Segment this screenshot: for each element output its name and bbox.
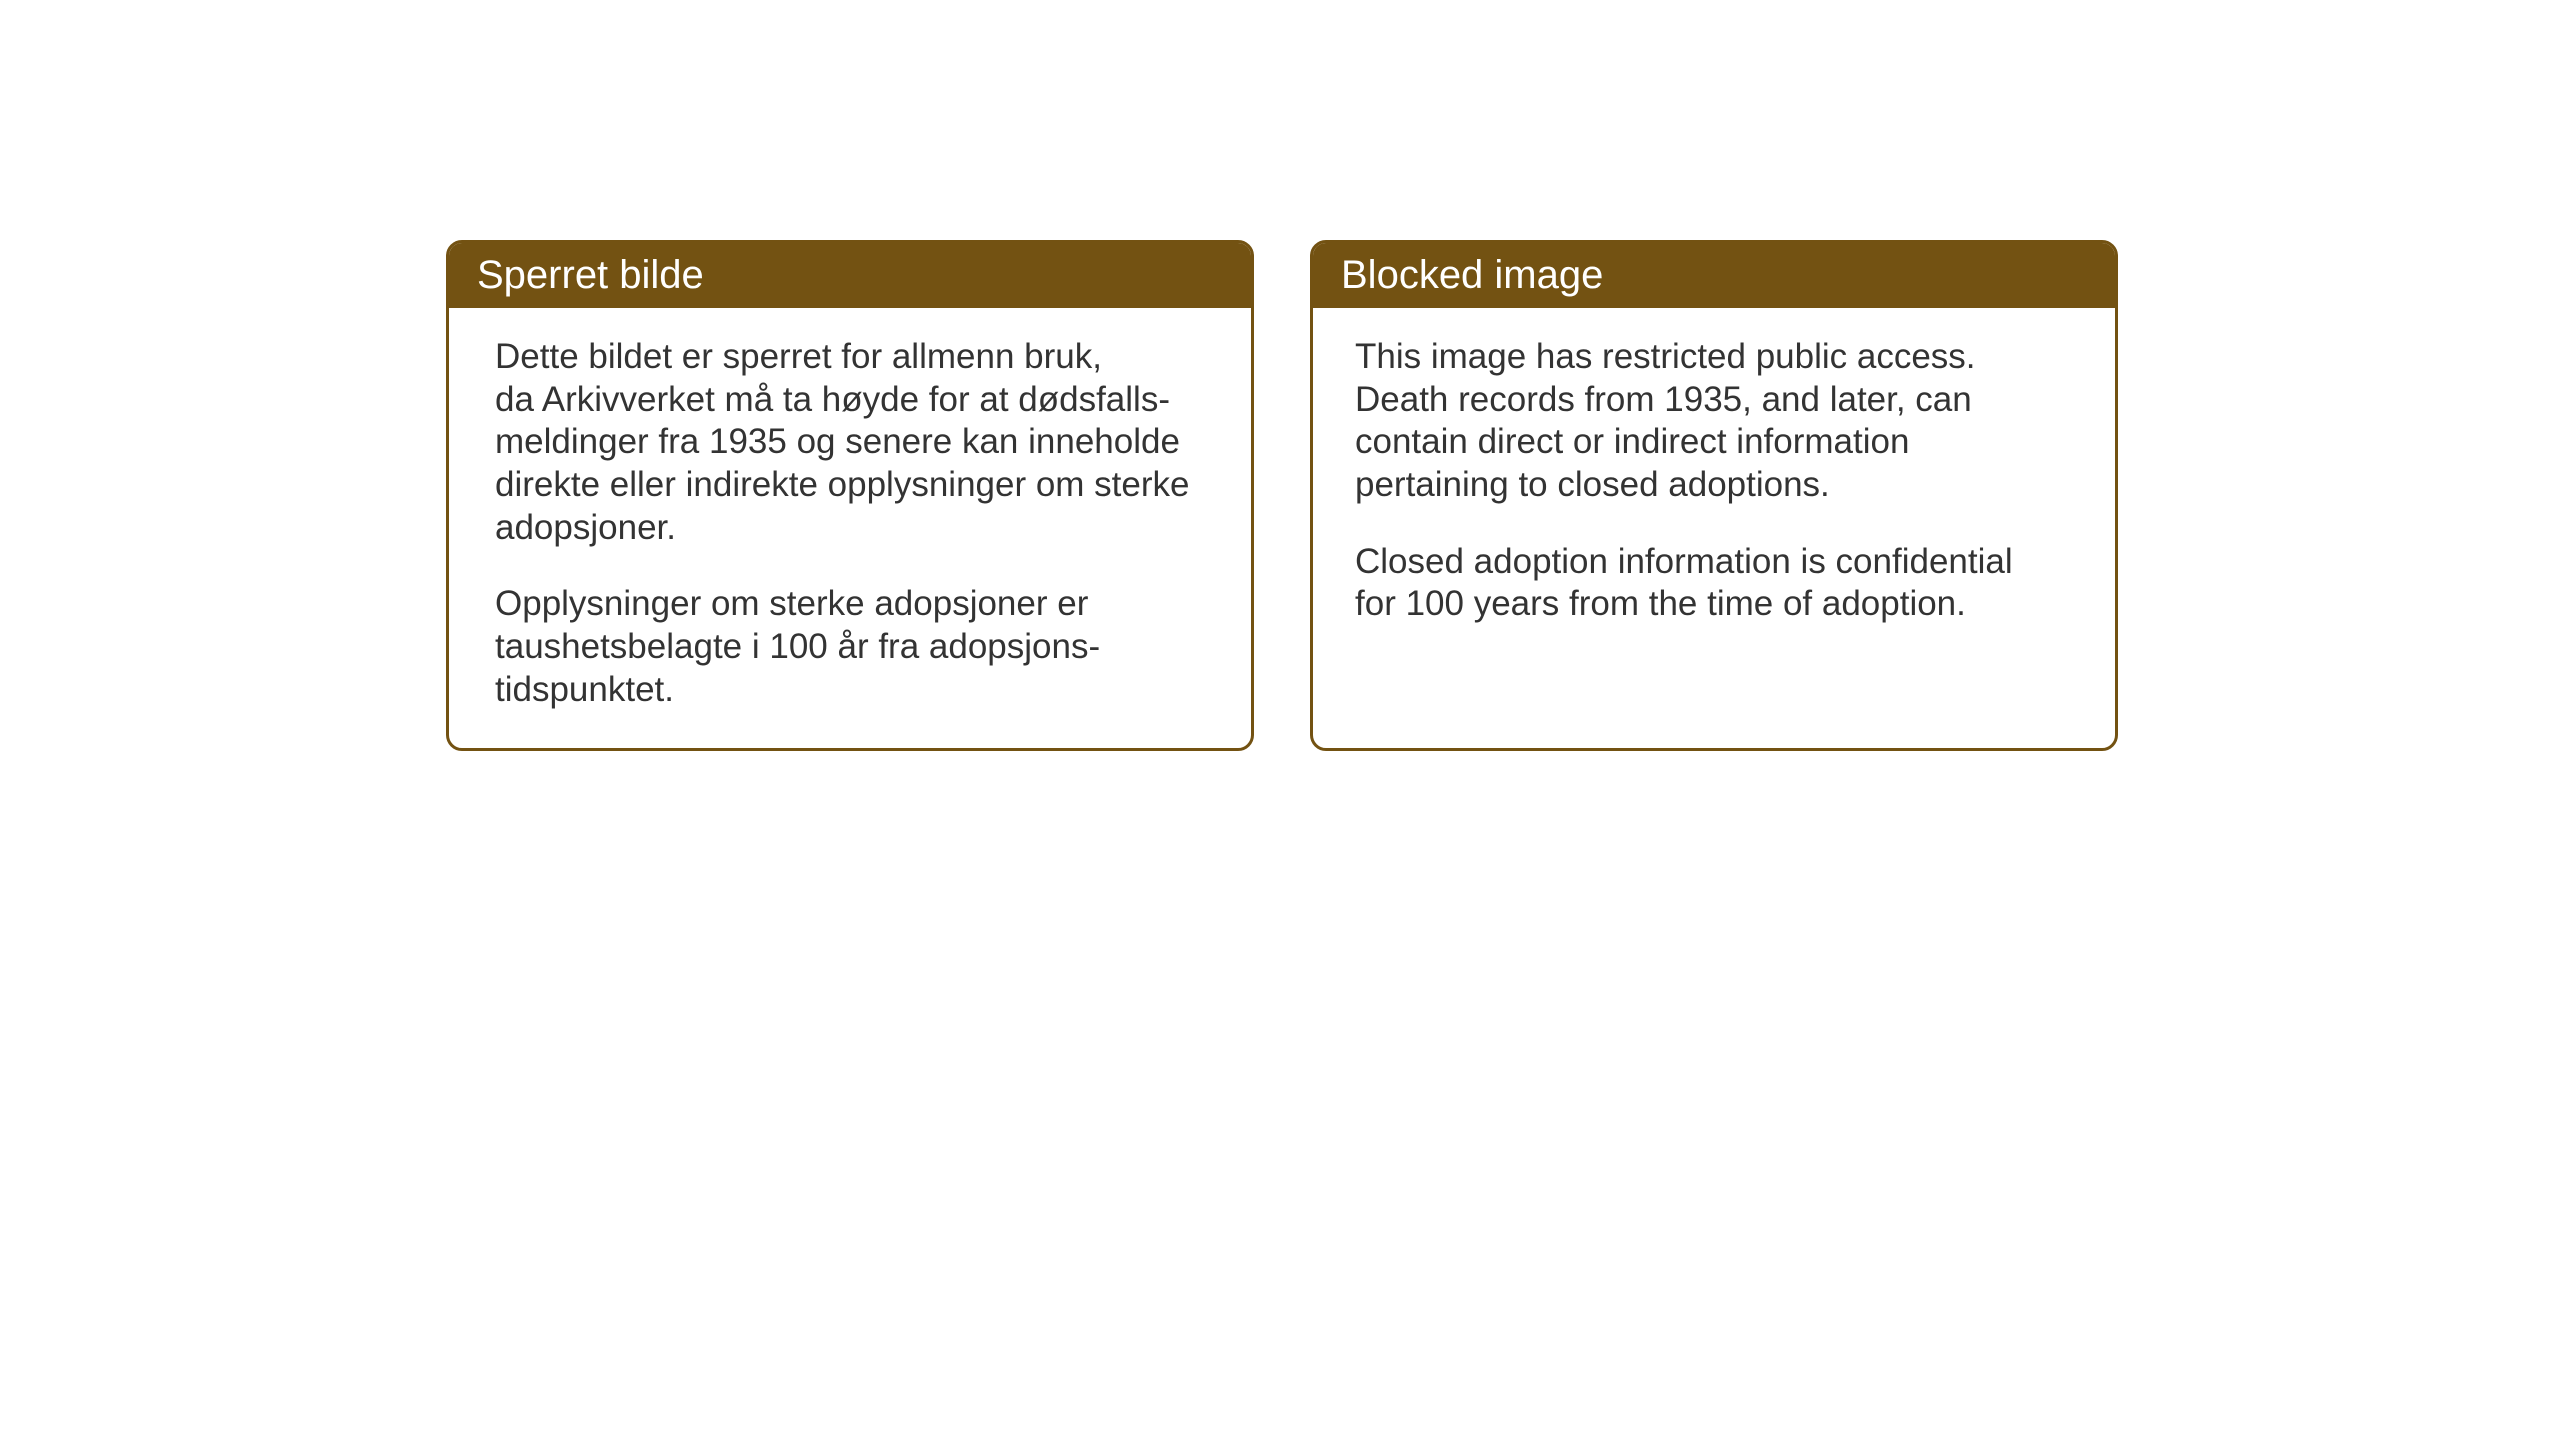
card-paragraph: Opplysninger om sterke adopsjoner ertaus… (495, 583, 1205, 711)
card-body-english: This image has restricted public access.… (1313, 308, 2115, 662)
card-paragraph: Dette bildet er sperret for allmenn bruk… (495, 336, 1205, 549)
card-paragraph: Closed adoption information is confident… (1355, 541, 2075, 626)
notice-card-norwegian: Sperret bilde Dette bildet er sperret fo… (446, 240, 1254, 751)
card-paragraph: This image has restricted public access.… (1355, 336, 2075, 507)
notice-card-english: Blocked image This image has restricted … (1310, 240, 2118, 751)
card-title-norwegian: Sperret bilde (449, 243, 1251, 308)
notice-container: Sperret bilde Dette bildet er sperret fo… (0, 0, 2560, 751)
card-title-english: Blocked image (1313, 243, 2115, 308)
card-body-norwegian: Dette bildet er sperret for allmenn bruk… (449, 308, 1251, 748)
